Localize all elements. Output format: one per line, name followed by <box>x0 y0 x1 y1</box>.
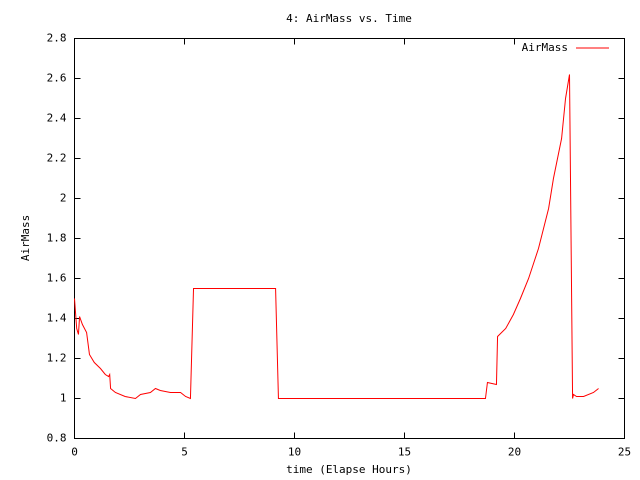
y-tick-label: 2.4 <box>47 112 67 125</box>
y-tick-label: 2.6 <box>47 72 67 85</box>
x-tick-label: 5 <box>181 446 188 459</box>
x-tick-label: 15 <box>398 446 411 459</box>
x-tick-label: 25 <box>618 446 631 459</box>
y-axis-label: AirMass <box>19 215 32 261</box>
y-tick-label: 1.8 <box>47 232 67 245</box>
y-tick-label: 1.6 <box>47 272 67 285</box>
y-tick-label: 0.8 <box>47 432 67 445</box>
chart-title: 4: AirMass vs. Time <box>286 12 412 25</box>
y-tick-label: 2 <box>60 192 67 205</box>
y-tick-label: 1.4 <box>47 312 67 325</box>
y-tick-label: 1 <box>60 392 67 405</box>
x-tick-label: 10 <box>288 446 301 459</box>
x-tick-label: 20 <box>508 446 521 459</box>
plot-frame <box>74 38 625 439</box>
y-tick-label: 2.8 <box>47 32 67 45</box>
data-line <box>74 74 599 400</box>
x-axis-label: time (Elapse Hours) <box>286 463 412 476</box>
y-tick-label: 1.2 <box>47 352 67 365</box>
y-tick-label: 2.2 <box>47 152 67 165</box>
x-tick-label: 0 <box>71 446 78 459</box>
legend-label: AirMass <box>522 41 568 54</box>
